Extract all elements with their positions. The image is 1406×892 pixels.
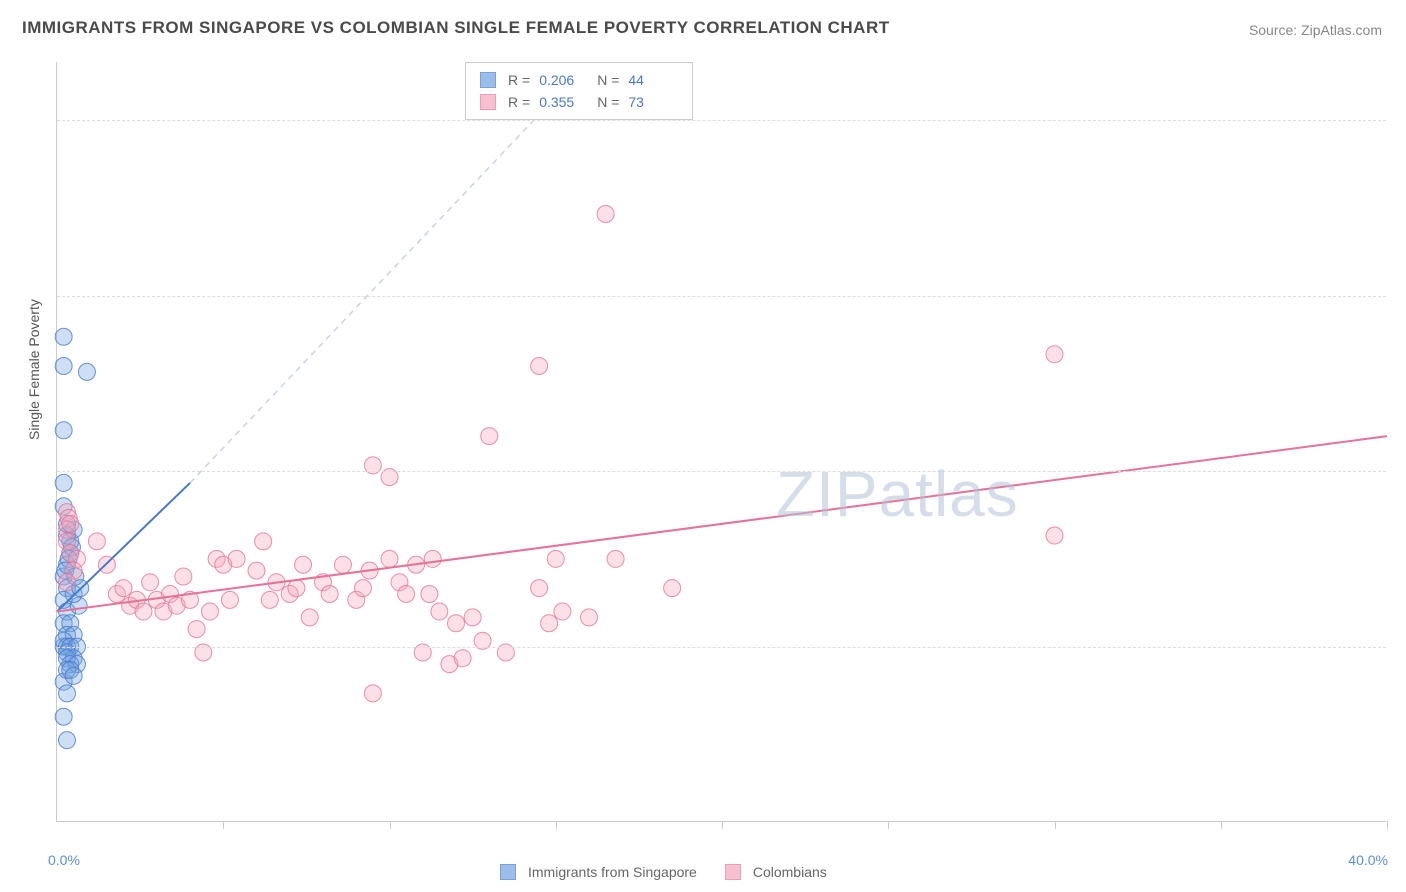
chart-container: 15.0%30.0%45.0%60.0% ZIPatlas bbox=[56, 62, 1386, 822]
y-tick-label: 30.0% bbox=[1391, 463, 1406, 479]
gridline bbox=[57, 296, 1386, 297]
stats-row-b: R = 0.355 N = 73 bbox=[480, 91, 678, 113]
swatch-pink bbox=[480, 94, 496, 110]
x-tick bbox=[223, 821, 224, 829]
x-tick bbox=[390, 821, 391, 829]
x-axis-min-label: 0.0% bbox=[48, 852, 80, 868]
n-label: N = bbox=[597, 69, 619, 91]
n-label: N = bbox=[597, 91, 619, 113]
plot-area: 15.0%30.0%45.0%60.0% bbox=[56, 62, 1386, 822]
gridline bbox=[57, 120, 1386, 121]
r-value-b: 0.355 bbox=[539, 91, 589, 113]
x-tick bbox=[1221, 821, 1222, 829]
r-label: R = bbox=[508, 69, 530, 91]
legend-item-b: Colombians bbox=[725, 864, 827, 880]
legend-label-a: Immigrants from Singapore bbox=[528, 864, 697, 880]
x-tick bbox=[722, 821, 723, 829]
gridline bbox=[57, 647, 1386, 648]
x-tick bbox=[556, 821, 557, 829]
scatter-plot-svg bbox=[57, 62, 1387, 822]
r-label: R = bbox=[508, 91, 530, 113]
legend-label-b: Colombians bbox=[753, 864, 827, 880]
x-tick bbox=[888, 821, 889, 829]
n-value-a: 44 bbox=[628, 69, 678, 91]
swatch-pink bbox=[725, 864, 741, 880]
stats-row-a: R = 0.206 N = 44 bbox=[480, 69, 678, 91]
y-axis-label: Single Female Poverty bbox=[26, 299, 42, 440]
legend-item-a: Immigrants from Singapore bbox=[500, 864, 697, 880]
y-tick-label: 45.0% bbox=[1391, 288, 1406, 304]
y-tick-label: 15.0% bbox=[1391, 639, 1406, 655]
r-value-a: 0.206 bbox=[539, 69, 589, 91]
x-tick bbox=[1387, 821, 1388, 829]
n-value-b: 73 bbox=[628, 91, 678, 113]
y-tick-label: 60.0% bbox=[1391, 112, 1406, 128]
x-tick bbox=[1055, 821, 1056, 829]
gridline bbox=[57, 471, 1386, 472]
swatch-blue bbox=[500, 864, 516, 880]
series-legend: Immigrants from Singapore Colombians bbox=[500, 864, 827, 880]
x-axis-max-label: 40.0% bbox=[1348, 852, 1388, 868]
source-label: Source: ZipAtlas.com bbox=[1249, 22, 1382, 38]
stats-legend: R = 0.206 N = 44 R = 0.355 N = 73 bbox=[465, 62, 693, 120]
chart-title: IMMIGRANTS FROM SINGAPORE VS COLOMBIAN S… bbox=[22, 18, 890, 38]
swatch-blue bbox=[480, 72, 496, 88]
